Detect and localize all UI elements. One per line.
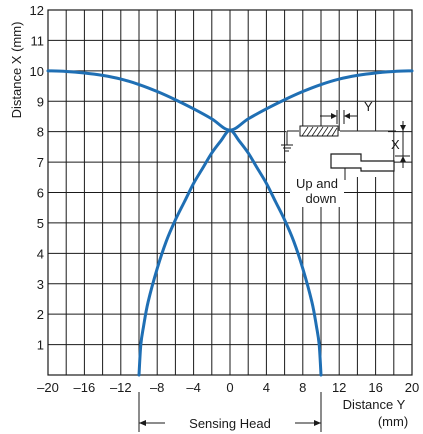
sensing-head-right-arrowhead: [314, 420, 321, 426]
inset-y-arrowhead-left: [331, 113, 337, 119]
y-tick-label: 11: [31, 33, 45, 48]
y-tick-label: 3: [37, 277, 44, 292]
x-tick-label: –16: [74, 380, 96, 395]
x-tick-label: 4: [263, 380, 270, 395]
y-tick-label: 12: [30, 3, 44, 18]
y-tick-label: 4: [37, 246, 44, 261]
sensing-head-left-arrowhead: [139, 420, 146, 426]
x-tick-label: –4: [186, 380, 200, 395]
x-tick-label: 12: [332, 380, 346, 395]
x-tick-label: 16: [368, 380, 382, 395]
inset-hatch: [301, 126, 338, 137]
inset-y-label: Y: [364, 99, 373, 114]
y-tick-label: 8: [37, 125, 44, 140]
y-tick-label: 2: [37, 307, 44, 322]
plot-border: [47, 9, 413, 376]
plot-frame: [47, 9, 413, 376]
x-tick-label: 0: [226, 380, 233, 395]
y-axis-title: Distance X (mm): [9, 22, 24, 119]
x-tick-label: –12: [110, 380, 132, 395]
y-tick-label: 5: [37, 216, 44, 231]
inset-x-label: X: [391, 137, 400, 152]
inset-upper-head: [299, 125, 339, 137]
x-tick-label: –8: [150, 380, 164, 395]
y-tick-label: 10: [30, 64, 44, 79]
y-tick-label: 1: [37, 338, 44, 353]
grid: [48, 10, 412, 375]
x-tick-label: 20: [405, 380, 419, 395]
inset-x-arrowhead-top: [400, 125, 406, 131]
x-tick-label: –20: [37, 380, 59, 395]
y-tick-label: 7: [37, 155, 44, 170]
inset-y-arrowhead-right: [344, 113, 350, 119]
inset-updown-label-line2: down: [305, 191, 336, 206]
x-tick-label: 8: [299, 380, 306, 395]
y-tick-label: 9: [37, 94, 44, 109]
inset-lower-target: [330, 153, 395, 172]
y-tick-label: 6: [37, 186, 44, 201]
inset-x-arrowhead-bottom: [400, 156, 406, 162]
inset-updown-label-line1: Up and: [296, 176, 338, 191]
sensing-head-annotation: Sensing Head: [138, 392, 322, 432]
inset-diagram: Y X Up and down: [281, 99, 410, 207]
x-axis-title-line1: Distance Y: [343, 397, 406, 412]
series-lines: [46, 69, 414, 377]
sensing-head-label: Sensing Head: [189, 416, 271, 431]
series-horizontal-range-curve: [46, 69, 414, 132]
x-axis-title-line2: (mm): [378, 414, 408, 429]
